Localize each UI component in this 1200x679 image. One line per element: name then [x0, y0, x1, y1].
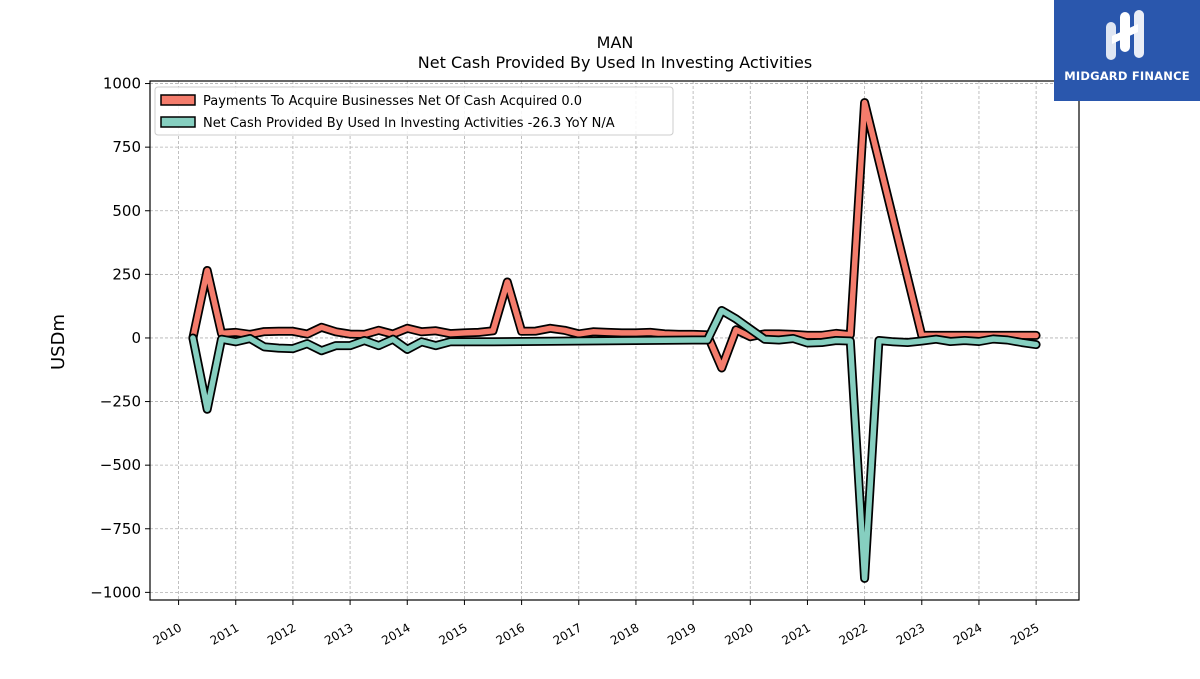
x-tick-label: 2011 [208, 620, 241, 647]
logo-text: MIDGARD FINANCE [1064, 69, 1190, 83]
x-tick-label: 2014 [379, 620, 412, 647]
x-tick-label: 2022 [837, 620, 870, 647]
y-axis-label: USDm [48, 314, 69, 370]
y-tick-label: 1000 [103, 75, 141, 93]
y-tick-label: −500 [100, 456, 141, 474]
legend-label-1: Net Cash Provided By Used In Investing A… [203, 116, 615, 131]
x-tick-label: 2012 [265, 620, 298, 647]
plot-frame [149, 80, 1080, 601]
series-line-1 [190, 307, 1039, 582]
x-tick-label: 2020 [722, 620, 755, 647]
series-layer [188, 98, 1041, 583]
x-tick-label: 2021 [779, 620, 812, 647]
y-tick-label: 750 [112, 138, 141, 156]
legend-box [154, 86, 674, 136]
x-tick-label: 2018 [608, 620, 641, 647]
x-tick-label: 2017 [551, 620, 584, 647]
y-tick-label: −750 [100, 520, 141, 538]
y-tick-label: −250 [100, 393, 141, 411]
legend-swatch-1 [160, 116, 196, 128]
axis-ticks: 2010 2011 2012 2013 2014 2015 2016 2017 2018 2019… [90, 75, 1041, 648]
y-tick-label: 0 [131, 329, 141, 347]
x-tick-label: 2025 [1008, 620, 1041, 647]
y-tick-label: −1000 [90, 583, 141, 601]
y-tick-label: 250 [112, 265, 141, 283]
x-tick-label: 2010 [151, 620, 184, 647]
x-tick-label: 2023 [894, 620, 927, 647]
logo-mark-icon [1106, 10, 1144, 60]
chart-subtitle: Net Cash Provided By Used In Investing A… [418, 53, 812, 72]
chart-title: MAN [597, 33, 634, 52]
legend: Payments To Acquire Businesses Net Of Ca… [154, 86, 674, 136]
brand-logo: MIDGARD FINANCE [1054, 0, 1200, 101]
x-tick-label: 2019 [665, 620, 698, 647]
x-tick-label: 2024 [951, 620, 984, 647]
x-tick-label: 2015 [436, 620, 469, 647]
legend-label-0: Payments To Acquire Businesses Net Of Ca… [203, 94, 582, 109]
series-line-0 [190, 99, 1039, 371]
x-tick-label: 2013 [322, 620, 355, 647]
y-tick-label: 500 [112, 202, 141, 220]
x-tick-label: 2016 [494, 620, 527, 647]
legend-swatch-0 [160, 94, 196, 106]
